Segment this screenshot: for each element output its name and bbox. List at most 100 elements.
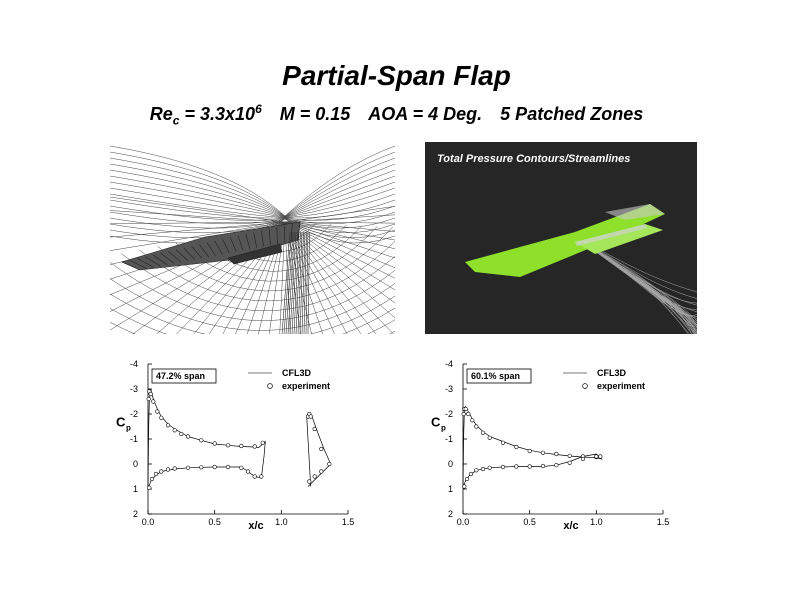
wing-surface-render bbox=[465, 204, 665, 277]
y-tick-label: 0 bbox=[448, 459, 453, 469]
experiment-point bbox=[155, 409, 160, 414]
experiment-point bbox=[151, 399, 156, 404]
experiment-point bbox=[153, 471, 159, 477]
experiment-point bbox=[212, 441, 217, 446]
x-tick-label: 1.5 bbox=[342, 517, 355, 527]
experiment-point bbox=[319, 469, 324, 474]
experiment-point bbox=[514, 464, 519, 469]
experiment-point bbox=[480, 430, 486, 435]
span-label-text: 47.2% span bbox=[156, 371, 205, 381]
legend-entry-label: experiment bbox=[282, 381, 330, 391]
y-tick-label: -2 bbox=[445, 409, 453, 419]
experiment-point bbox=[260, 440, 265, 445]
streamline-graphic bbox=[465, 204, 712, 377]
experiment-point bbox=[327, 461, 332, 467]
experiment-point bbox=[474, 468, 479, 473]
legend-circle-swatch bbox=[267, 383, 273, 389]
mesh-graphic bbox=[0, 145, 547, 456]
x-axis-label: x/c bbox=[563, 520, 578, 532]
experiment-point bbox=[464, 476, 470, 482]
experiment-point bbox=[159, 415, 164, 420]
series-cfl3d-0 bbox=[462, 405, 603, 487]
experiment-point bbox=[500, 464, 506, 470]
experiment-point bbox=[252, 474, 257, 479]
experiment-point bbox=[159, 469, 164, 474]
experiment-point bbox=[554, 451, 559, 457]
y-axis-label: C bbox=[116, 415, 126, 430]
cp-chart-60-span: -4 -3 -2 -1 0 1 2 0.0 0.5 1.0 1.5 x/c C p 60.1% span CF… bbox=[431, 359, 669, 532]
experiment-point bbox=[487, 465, 492, 470]
experiment-point bbox=[527, 448, 532, 454]
y-tick-label: 1 bbox=[448, 484, 453, 494]
wing-surface-mesh bbox=[121, 221, 310, 335]
experiment-point bbox=[239, 443, 244, 449]
span-label-box bbox=[466, 368, 532, 384]
cp-chart-47-span: -4 -3 -2 -1 0 1 2 0.0 0.5 1.0 1.5 x/c C p 47.2% span CF… bbox=[116, 359, 355, 532]
legend-entry-label: CFL3D bbox=[282, 368, 312, 378]
computational-mesh-image bbox=[0, 142, 547, 456]
experiment-point bbox=[172, 428, 177, 433]
total-pressure-render-image: Total Pressure Contours/Streamlines bbox=[425, 142, 712, 377]
cfl3d-curve bbox=[306, 413, 332, 487]
reynolds-exponent: 6 bbox=[255, 102, 262, 116]
experiment-point bbox=[312, 426, 317, 432]
y-tick-label: 1 bbox=[133, 484, 138, 494]
y-tick-label: -2 bbox=[130, 409, 138, 419]
span-station-label: 47.2% span bbox=[151, 368, 217, 384]
experiment-point bbox=[514, 444, 519, 450]
cfl3d-curve bbox=[462, 405, 603, 487]
experiment-point bbox=[474, 424, 479, 429]
experiment-point bbox=[245, 469, 251, 474]
reynolds-symbol: Re bbox=[149, 104, 173, 124]
experiment-point bbox=[594, 454, 599, 459]
legend-entry-label: CFL3D bbox=[597, 368, 627, 378]
series-cfl3d-2 bbox=[306, 413, 332, 487]
mach-number: M = 0.15 bbox=[279, 104, 351, 124]
flow-conditions-subtitle: Rec = 3.3x106 M = 0.15 AOA = 4 Deg. 5 Patch… bbox=[0, 102, 793, 128]
experiment-point bbox=[580, 456, 586, 462]
experiment-point bbox=[463, 406, 468, 412]
experiment-point bbox=[148, 391, 153, 397]
reynolds-value: = 3.3x10 bbox=[179, 104, 256, 124]
experiment-point bbox=[259, 474, 264, 479]
experiment-point bbox=[319, 446, 324, 452]
y-tick-label: 2 bbox=[133, 509, 138, 519]
experiment-point bbox=[308, 414, 313, 419]
reynolds-subscript: c bbox=[172, 113, 180, 128]
experiment-point bbox=[165, 423, 171, 428]
experiment-point bbox=[468, 471, 474, 477]
experiment-point bbox=[307, 479, 312, 484]
experiment-point bbox=[461, 411, 466, 417]
experiment-point bbox=[147, 485, 152, 490]
angle-of-attack: AOA = 4 Deg. bbox=[368, 104, 483, 124]
y-tick-label: -4 bbox=[130, 359, 138, 369]
experiment-point bbox=[179, 431, 184, 437]
x-tick-label: 1.0 bbox=[590, 517, 603, 527]
y-tick-label: -1 bbox=[130, 434, 138, 444]
legend-circle-swatch bbox=[582, 383, 588, 389]
experiment-point bbox=[487, 435, 492, 440]
series-experiment-3 bbox=[305, 411, 332, 484]
legend-entry-label: experiment bbox=[597, 381, 645, 391]
y-tick-label: -4 bbox=[445, 359, 453, 369]
span-station-label: 60.1% span bbox=[466, 368, 532, 384]
x-axis-label: x/c bbox=[248, 520, 263, 532]
experiment-point bbox=[462, 484, 467, 489]
experiment-point bbox=[598, 454, 603, 459]
experiment-point bbox=[199, 438, 204, 443]
series-experiment-1 bbox=[461, 406, 603, 489]
y-axis-label-subscript: p bbox=[441, 424, 446, 433]
experiment-point bbox=[500, 440, 506, 445]
x-tick-label: 0.5 bbox=[208, 517, 221, 527]
series-experiment-1 bbox=[146, 389, 265, 490]
plot-frame: -4 -3 -2 -1 0 1 2 0.0 0.5 1.0 1.5 x/c C p bbox=[431, 359, 669, 532]
page-title: Partial-Span Flap bbox=[282, 60, 511, 91]
experiment-point bbox=[185, 434, 191, 439]
y-tick-label: -1 bbox=[445, 434, 453, 444]
experiment-point bbox=[480, 466, 486, 472]
experiment-point bbox=[252, 444, 257, 449]
experiment-point bbox=[239, 465, 244, 470]
y-tick-label: 0 bbox=[133, 459, 138, 469]
y-axis-label: C bbox=[431, 415, 441, 430]
